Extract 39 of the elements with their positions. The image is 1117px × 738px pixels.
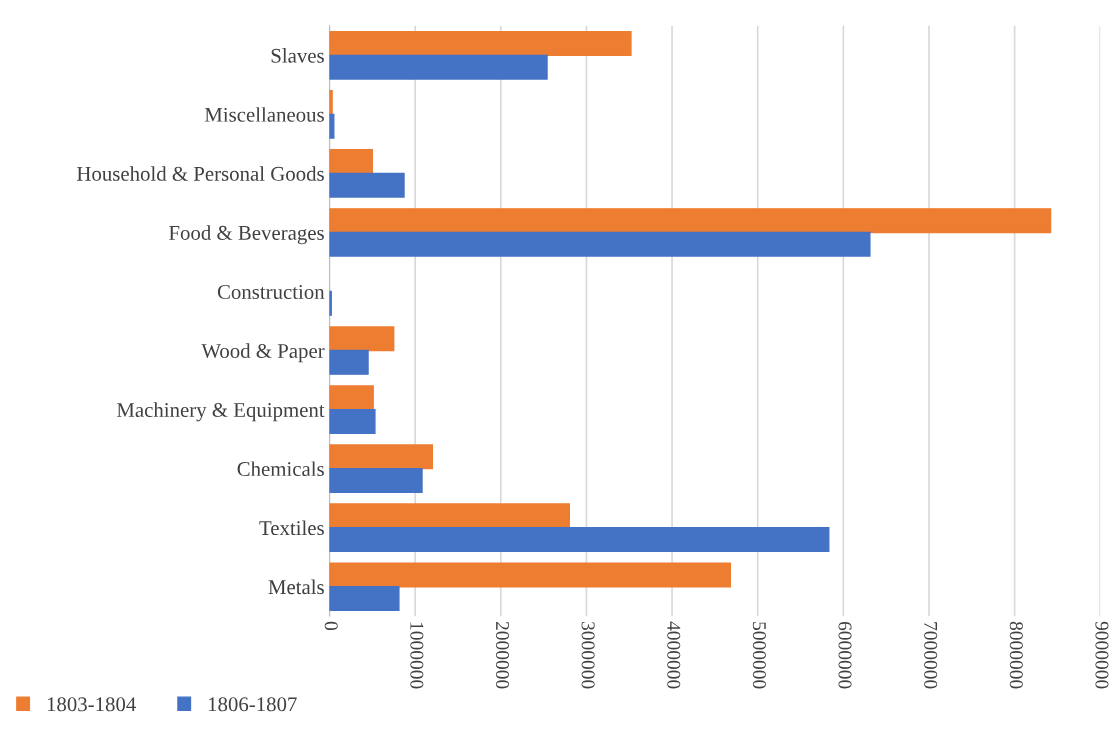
bar — [329, 586, 400, 612]
x-tick-label: 1000000 — [410, 622, 424, 689]
legend-label: 1806-1807 — [208, 697, 297, 712]
bar — [329, 503, 570, 529]
y-tick-label: Food & Beverages — [169, 225, 324, 245]
bar — [329, 385, 374, 411]
bar — [329, 231, 871, 257]
bar — [329, 444, 433, 470]
y-tick-label: Wood & Paper — [201, 343, 325, 363]
x-tick-label: 9000000 — [1095, 621, 1109, 689]
y-tick-label: Slaves — [271, 48, 324, 63]
legend-label: 1803-1804 — [47, 697, 136, 712]
bar — [329, 467, 423, 493]
y-tick-label: Construction — [217, 284, 325, 299]
y-tick-label: Chemicals — [237, 461, 324, 477]
bar — [329, 408, 376, 434]
y-tick-label: Household & Personal Goods — [77, 166, 324, 181]
bar — [329, 562, 731, 588]
x-tick-label: 8000000 — [1009, 621, 1023, 689]
bar — [329, 90, 333, 116]
y-tick-label: Textiles — [259, 520, 324, 536]
bar — [329, 172, 405, 198]
y-tick-label: Machinery & Equipment — [116, 402, 325, 422]
bar — [329, 349, 369, 375]
x-tick-label: 0 — [324, 621, 338, 631]
bar — [329, 54, 548, 80]
x-tick-label: 6000000 — [838, 621, 852, 689]
y-tick-label: Metals — [268, 579, 324, 595]
bar — [329, 208, 1052, 234]
bar — [329, 526, 830, 552]
x-tick-label: 2000000 — [495, 621, 510, 689]
x-tick-label: 4000000 — [667, 621, 681, 689]
x-tick-label: 5000000 — [752, 622, 766, 689]
x-tick-label: 3000000 — [581, 622, 595, 689]
bar — [329, 326, 395, 352]
x-tick-label: 7000000 — [924, 622, 938, 689]
y-tick-label: Miscellaneous — [204, 107, 324, 122]
bar — [329, 149, 374, 175]
bar — [329, 31, 632, 57]
